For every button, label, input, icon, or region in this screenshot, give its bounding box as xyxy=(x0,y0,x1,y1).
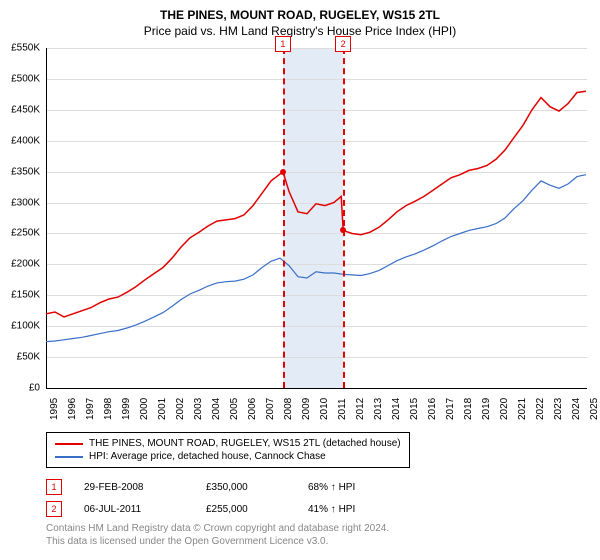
sale-badge-1: 1 xyxy=(46,479,62,495)
chart-zone: 12 £0£50K£100K£150K£200K£250K£300K£350K£… xyxy=(46,48,586,388)
y-axis-label: £100K xyxy=(0,321,40,332)
footer-attribution: Contains HM Land Registry data © Crown c… xyxy=(46,522,389,548)
x-axis-label: 2001 xyxy=(157,398,168,420)
sale-hpi-1: 68% ↑ HPI xyxy=(308,482,388,493)
footer-line-1: Contains HM Land Registry data © Crown c… xyxy=(46,522,389,535)
x-axis-label: 2000 xyxy=(139,398,150,420)
x-axis-label: 2024 xyxy=(571,398,582,420)
x-axis-label: 1998 xyxy=(103,398,114,420)
sales-table: 1 29-FEB-2008 £350,000 68% ↑ HPI 2 06-JU… xyxy=(46,476,388,520)
series-line-hpi xyxy=(46,175,586,342)
y-axis-label: £350K xyxy=(0,166,40,177)
sale-vertical-line xyxy=(343,48,345,388)
sale-date-1: 29-FEB-2008 xyxy=(84,482,184,493)
legend-item-property: THE PINES, MOUNT ROAD, RUGELEY, WS15 2TL… xyxy=(55,437,401,450)
sale-price-2: £255,000 xyxy=(206,504,286,515)
sale-hpi-2: 41% ↑ HPI xyxy=(308,504,388,515)
chart-title: THE PINES, MOUNT ROAD, RUGELEY, WS15 2TL xyxy=(0,0,600,22)
x-axis-label: 2025 xyxy=(589,398,600,420)
x-axis-label: 2018 xyxy=(463,398,474,420)
sale-date-2: 06-JUL-2011 xyxy=(84,504,184,515)
x-axis-label: 1997 xyxy=(85,398,96,420)
x-axis-label: 2006 xyxy=(247,398,258,420)
y-axis-label: £250K xyxy=(0,228,40,239)
sale-vertical-line xyxy=(283,48,285,388)
sale-row-1: 1 29-FEB-2008 £350,000 68% ↑ HPI xyxy=(46,476,388,498)
x-axis-label: 2019 xyxy=(481,398,492,420)
x-axis-label: 2004 xyxy=(211,398,222,420)
x-axis-label: 2013 xyxy=(373,398,384,420)
y-axis-label: £200K xyxy=(0,259,40,270)
chart-container: THE PINES, MOUNT ROAD, RUGELEY, WS15 2TL… xyxy=(0,0,600,560)
x-axis-label: 2021 xyxy=(517,398,528,420)
y-axis-label: £50K xyxy=(0,352,40,363)
series-line-property xyxy=(46,91,586,317)
legend-label-hpi: HPI: Average price, detached house, Cann… xyxy=(89,451,326,462)
sale-marker xyxy=(280,169,286,175)
y-axis-label: £0 xyxy=(0,383,40,394)
sale-marker xyxy=(340,227,346,233)
sale-row-2: 2 06-JUL-2011 £255,000 41% ↑ HPI xyxy=(46,498,388,520)
y-axis-label: £550K xyxy=(0,43,40,54)
legend-item-hpi: HPI: Average price, detached house, Cann… xyxy=(55,450,401,463)
legend-swatch-property xyxy=(55,443,83,445)
y-axis-label: £150K xyxy=(0,290,40,301)
x-axis-label: 1999 xyxy=(121,398,132,420)
x-axis-label: 2017 xyxy=(445,398,456,420)
legend: THE PINES, MOUNT ROAD, RUGELEY, WS15 2TL… xyxy=(46,432,410,468)
x-axis-label: 2011 xyxy=(337,398,348,420)
x-axis-label: 2016 xyxy=(427,398,438,420)
x-axis-label: 2020 xyxy=(499,398,510,420)
x-axis-label: 2007 xyxy=(265,398,276,420)
x-axis-label: 2022 xyxy=(535,398,546,420)
chart-subtitle: Price paid vs. HM Land Registry's House … xyxy=(0,22,600,42)
sale-index-badge: 1 xyxy=(275,36,291,52)
x-axis-label: 2005 xyxy=(229,398,240,420)
x-axis-label: 2008 xyxy=(283,398,294,420)
x-axis-label: 2003 xyxy=(193,398,204,420)
y-axis-label: £400K xyxy=(0,135,40,146)
y-axis-label: £450K xyxy=(0,104,40,115)
legend-label-property: THE PINES, MOUNT ROAD, RUGELEY, WS15 2TL… xyxy=(89,438,401,449)
x-axis-label: 2009 xyxy=(301,398,312,420)
x-axis-label: 2010 xyxy=(319,398,330,420)
line-chart-svg xyxy=(46,48,586,388)
x-axis-label: 1996 xyxy=(67,398,78,420)
sale-price-1: £350,000 xyxy=(206,482,286,493)
x-axis-label: 1995 xyxy=(49,398,60,420)
y-axis-label: £300K xyxy=(0,197,40,208)
x-axis-label: 2002 xyxy=(175,398,186,420)
x-axis-label: 2014 xyxy=(391,398,402,420)
y-axis-label: £500K xyxy=(0,73,40,84)
x-axis-label: 2015 xyxy=(409,398,420,420)
sale-badge-2: 2 xyxy=(46,501,62,517)
x-axis-label: 2012 xyxy=(355,398,366,420)
footer-line-2: This data is licensed under the Open Gov… xyxy=(46,535,389,548)
x-axis-label: 2023 xyxy=(553,398,564,420)
sale-index-badge: 2 xyxy=(335,36,351,52)
legend-swatch-hpi xyxy=(55,456,83,458)
